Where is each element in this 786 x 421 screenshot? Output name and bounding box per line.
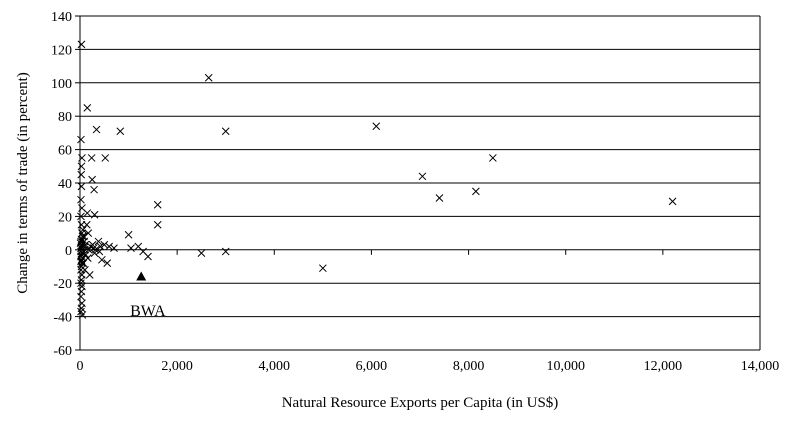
y-tick-label: 0 (65, 244, 72, 259)
x-tick-label: 0 (77, 359, 84, 374)
data-point (419, 173, 426, 180)
data-point (111, 245, 118, 252)
data-point (145, 253, 152, 260)
y-tick-label: 140 (51, 10, 72, 25)
data-point (106, 243, 113, 250)
x-tick-label: 6,000 (356, 359, 388, 374)
y-tick-label: 100 (51, 77, 72, 92)
data-point (78, 163, 85, 170)
data-point (472, 188, 479, 195)
data-point (89, 176, 96, 183)
x-tick-label: 12,000 (644, 359, 683, 374)
data-point (77, 293, 84, 300)
y-tick-label: 80 (58, 110, 72, 125)
data-point (83, 221, 90, 228)
x-tick-label: 2,000 (161, 359, 193, 374)
data-point (154, 201, 161, 208)
y-tick-label: -60 (53, 344, 72, 359)
y-tick-label: 20 (58, 210, 72, 225)
y-tick-label: 40 (58, 177, 72, 192)
y-tick-label: 120 (51, 43, 72, 58)
data-point (128, 245, 135, 252)
data-point (77, 136, 84, 143)
data-point (77, 196, 84, 203)
data-point (78, 154, 85, 161)
data-point-triangle (136, 272, 146, 281)
data-point (86, 271, 93, 278)
y-axis-title: Change in terms of trade (in percent) (15, 72, 31, 294)
data-point (117, 128, 124, 135)
data-point (84, 255, 91, 262)
gridlines (80, 16, 760, 350)
data-point (102, 154, 109, 161)
annotations: BWA (130, 303, 166, 320)
annotation-label: BWA (130, 303, 166, 320)
data-point (222, 128, 229, 135)
data-point (669, 198, 676, 205)
data-point (154, 221, 161, 228)
data-point (91, 186, 98, 193)
data-point (436, 195, 443, 202)
x-tick-labels: 0 2,000 4,000 6,000 8,000 10,000 12,000 14,000 (77, 359, 780, 374)
x-tick-label: 10,000 (546, 359, 585, 374)
data-point (198, 250, 205, 257)
data-point (125, 231, 132, 238)
data-point (93, 126, 100, 133)
data-point (91, 211, 98, 218)
x-axis-title: Natural Resource Exports per Capita (in … (282, 395, 559, 411)
data-point (489, 154, 496, 161)
data-point (319, 265, 326, 272)
x-tick-label: 14,000 (741, 359, 780, 374)
y-tick-label: -20 (53, 277, 72, 292)
data-point (84, 104, 91, 111)
y-tick-label: 60 (58, 144, 72, 159)
data-point (205, 74, 212, 81)
x-tick-label: 4,000 (259, 359, 291, 374)
y-tick-label: -40 (53, 311, 72, 326)
data-point (222, 248, 229, 255)
data-point (88, 154, 95, 161)
x-tick-label: 8,000 (453, 359, 485, 374)
data-point (84, 210, 91, 217)
data-point (78, 171, 85, 178)
y-tick-labels: -60 -40 -20 0 20 40 60 80 100 120 140 (51, 10, 72, 359)
data-point (78, 41, 85, 48)
data-point (373, 123, 380, 130)
data-point (78, 183, 85, 190)
